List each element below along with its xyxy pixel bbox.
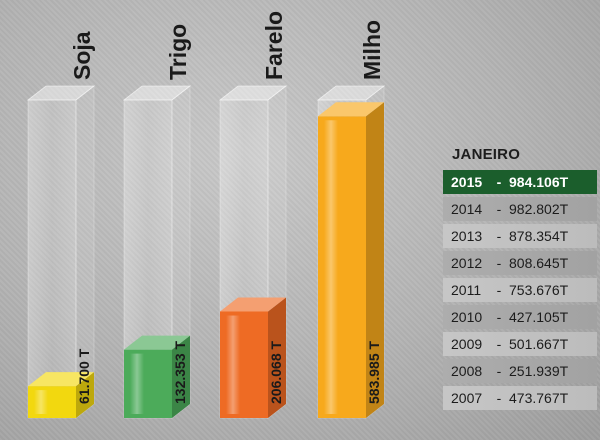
row-value: 501.667T [509, 336, 569, 352]
table-title: JANEIRO [452, 146, 521, 163]
bar-group-soja: Soja 61.700 T [26, 31, 96, 419]
row-value: 473.767T [509, 390, 569, 406]
glass-top [218, 85, 288, 101]
bar-top-trigo [124, 335, 190, 350]
row-separator: - [496, 228, 502, 244]
bar-group-milho: Milho 583.985 T [316, 20, 386, 419]
bar-top-milho [318, 102, 384, 117]
row-separator: - [496, 309, 502, 325]
bar-shine [34, 390, 48, 414]
row-separator: - [496, 201, 502, 217]
table-row: 2009-501.667T [443, 332, 597, 356]
row-year: 2014 [451, 201, 483, 217]
bar-shine [324, 120, 338, 414]
category-label-farelo: Farelo [261, 11, 287, 80]
row-year: 2011 [451, 282, 482, 298]
row-value: 251.939T [509, 363, 569, 379]
bar-side-trigo [172, 335, 190, 418]
table-row: 2012-808.645T [443, 251, 597, 275]
table-row: 2007-473.767T [443, 386, 597, 410]
category-label-milho: Milho [359, 20, 385, 80]
table-row: 2011-753.676T [443, 278, 597, 302]
bar-shine [226, 315, 240, 414]
table-row: 2014-982.802T [443, 197, 597, 221]
glass-top [316, 85, 386, 101]
row-year: 2007 [451, 390, 483, 406]
bar-top-farelo [220, 297, 286, 312]
row-value: 984.106T [509, 174, 569, 190]
category-label-trigo: Trigo [165, 24, 191, 80]
table-row: 2008-251.939T [443, 359, 597, 383]
row-year: 2015 [451, 174, 483, 190]
bar-shine [130, 353, 144, 414]
row-separator: - [496, 282, 502, 298]
row-separator: - [496, 390, 502, 406]
glass-top [26, 85, 96, 101]
value-label-soja: 61.700 T [76, 348, 92, 404]
row-value: 878.354T [509, 228, 569, 244]
row-year: 2013 [451, 228, 483, 244]
row-separator: - [496, 174, 502, 190]
value-label-trigo: 132.353 T [172, 341, 188, 404]
table-row: 2010-427.105T [443, 305, 597, 329]
row-year: 2009 [451, 336, 483, 352]
table-row: 2013-878.354T [443, 224, 597, 248]
row-separator: - [496, 336, 502, 352]
category-label-soja: Soja [69, 31, 95, 80]
row-year: 2010 [451, 309, 483, 325]
glass-front [27, 99, 77, 419]
row-year: 2008 [451, 363, 483, 379]
row-year: 2012 [451, 255, 483, 271]
bar-side-milho [366, 102, 384, 418]
monthly-totals-table: JANEIRO 2015-984.106T 2014-982.802T 2013-8… [443, 146, 597, 413]
grain-bar-chart: Soja 61.700 T Trigo 132.353 T Farelo 206.068 … [26, 11, 386, 419]
bar-group-farelo: Farelo 206.068 T [218, 11, 288, 419]
bar-top-soja [28, 372, 94, 387]
row-separator: - [496, 255, 502, 271]
bar-side-farelo [268, 297, 286, 418]
row-value: 982.802T [509, 201, 569, 217]
value-label-milho: 583.985 T [366, 341, 382, 404]
row-value: 427.105T [509, 309, 569, 325]
glass-top [122, 85, 192, 101]
bar-side-soja [76, 372, 94, 418]
value-label-farelo: 206.068 T [268, 341, 284, 404]
bar-group-trigo: Trigo 132.353 T [122, 24, 192, 419]
row-value: 808.645T [509, 255, 569, 271]
table-row: 2015-984.106T [443, 170, 597, 194]
row-separator: - [496, 363, 502, 379]
row-value: 753.676T [509, 282, 569, 298]
